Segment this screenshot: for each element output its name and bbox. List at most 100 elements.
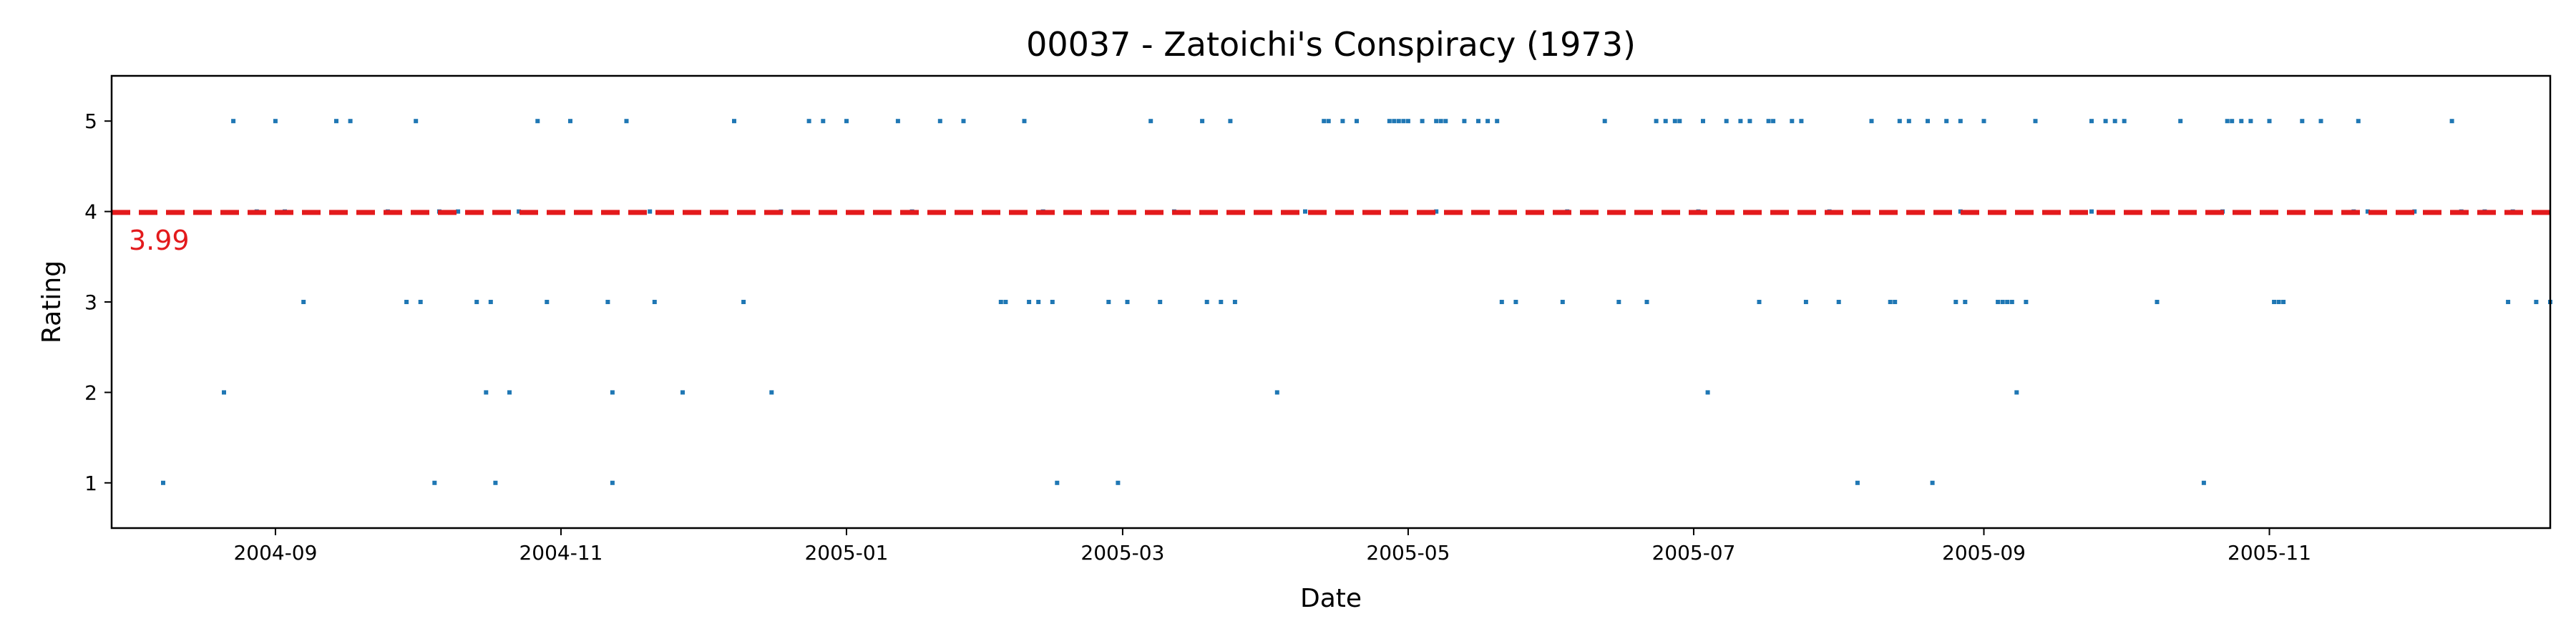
data-point	[1906, 119, 1911, 124]
data-point	[348, 119, 353, 124]
data-point	[301, 300, 306, 304]
data-point	[456, 209, 461, 214]
data-point	[1981, 119, 1986, 124]
data-point	[1158, 300, 1163, 304]
data-point	[2276, 300, 2281, 304]
data-point	[568, 119, 572, 124]
data-point	[652, 300, 657, 304]
data-point	[2356, 119, 2361, 124]
data-point	[404, 300, 409, 304]
data-point	[610, 390, 615, 395]
x-tick-label: 2005-03	[1080, 541, 1164, 565]
data-point	[545, 300, 550, 304]
data-point	[1434, 119, 1439, 124]
data-point	[2365, 209, 2370, 214]
data-point	[2300, 119, 2305, 124]
data-point	[1644, 300, 1649, 304]
data-point	[1003, 300, 1008, 304]
data-point	[2267, 119, 2272, 124]
data-point	[1420, 119, 1425, 124]
data-point	[2155, 300, 2160, 304]
data-point	[680, 390, 685, 395]
data-point	[2009, 300, 2014, 304]
data-point	[961, 119, 966, 124]
data-point	[937, 119, 942, 124]
data-point	[1495, 119, 1500, 124]
data-point	[231, 119, 236, 124]
x-tick-label: 2005-09	[1942, 541, 2026, 565]
data-point	[1836, 300, 1841, 304]
data-point	[1953, 300, 1958, 304]
points-layer	[161, 119, 2552, 485]
data-point	[1560, 300, 1565, 304]
x-tick-label: 2005-01	[804, 541, 888, 565]
data-point	[1027, 300, 1032, 304]
data-point	[1106, 300, 1111, 304]
mean-value-label: 3.99	[129, 225, 190, 256]
data-point	[610, 480, 615, 485]
data-point	[1232, 300, 1237, 304]
data-point	[1799, 119, 1804, 124]
data-point	[2112, 119, 2117, 124]
data-point	[1200, 119, 1205, 124]
data-point	[998, 300, 1003, 304]
data-point	[1396, 119, 1401, 124]
data-point	[1663, 119, 1668, 124]
data-point	[821, 119, 826, 124]
data-point	[1148, 119, 1153, 124]
data-point	[1747, 119, 1752, 124]
y-tick-label: 1	[84, 472, 97, 495]
data-point	[1322, 119, 1327, 124]
data-point	[1219, 300, 1224, 304]
y-tick-label: 4	[84, 200, 97, 224]
data-point	[1485, 119, 1491, 124]
data-point	[2005, 300, 2010, 304]
mean-layer: 3.99	[112, 210, 2550, 256]
data-point	[1462, 119, 1467, 124]
data-point	[2024, 300, 2029, 304]
data-point	[2225, 119, 2230, 124]
data-point	[1476, 119, 1480, 124]
data-point	[605, 300, 610, 304]
data-point	[1897, 119, 1902, 124]
data-point	[2033, 119, 2038, 124]
data-point	[1036, 300, 1041, 304]
data-point	[2178, 119, 2183, 124]
data-point	[1116, 480, 1121, 485]
data-point	[418, 300, 423, 304]
data-point	[1055, 480, 1060, 485]
x-tick-label: 2005-11	[2228, 541, 2311, 565]
data-point	[2103, 119, 2108, 124]
data-point	[1790, 119, 1795, 124]
data-point	[1724, 119, 1729, 124]
data-point	[2272, 300, 2277, 304]
chart-title: 00037 - Zatoichi's Conspiracy (1973)	[1026, 25, 1636, 64]
data-point	[2449, 119, 2454, 124]
data-point	[1958, 209, 1963, 214]
data-point	[1677, 119, 1682, 124]
data-point	[222, 390, 226, 395]
data-point	[2506, 300, 2511, 304]
data-point	[1738, 119, 1743, 124]
data-point	[1434, 209, 1439, 214]
data-point	[1499, 300, 1504, 304]
data-point	[732, 119, 736, 124]
data-point	[432, 480, 437, 485]
data-point	[1303, 209, 1307, 214]
x-tick-label: 2004-09	[233, 541, 317, 565]
data-point	[2534, 300, 2539, 304]
data-point	[1616, 300, 1621, 304]
data-point	[1996, 300, 2001, 304]
data-point	[1701, 119, 1705, 124]
y-tick-label: 2	[84, 381, 97, 404]
data-point	[161, 480, 165, 485]
x-axis-label: Date	[1300, 584, 1362, 613]
data-point	[1893, 300, 1898, 304]
y-tick-label: 3	[84, 291, 97, 314]
data-point	[1355, 119, 1359, 124]
data-point	[1771, 119, 1776, 124]
data-point	[1602, 119, 1607, 124]
y-tick-label: 5	[84, 109, 97, 133]
data-point	[2412, 209, 2417, 214]
